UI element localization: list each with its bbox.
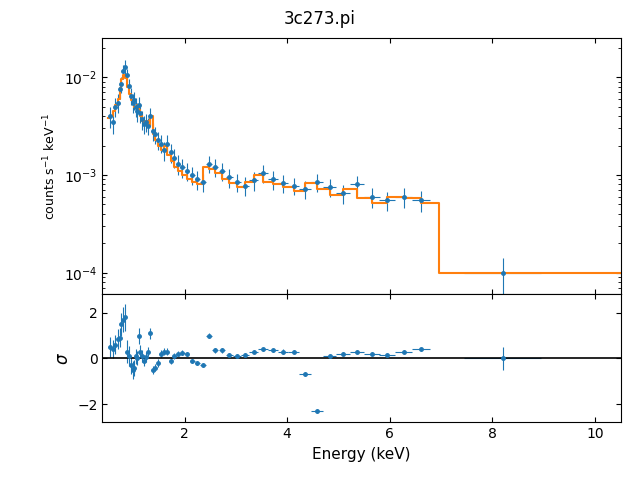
Text: 3c273.pi: 3c273.pi: [284, 10, 356, 28]
Y-axis label: counts s$^{-1}$ keV$^{-1}$: counts s$^{-1}$ keV$^{-1}$: [42, 113, 58, 220]
Y-axis label: $\sigma$: $\sigma$: [54, 352, 72, 365]
X-axis label: Energy (keV): Energy (keV): [312, 447, 411, 462]
